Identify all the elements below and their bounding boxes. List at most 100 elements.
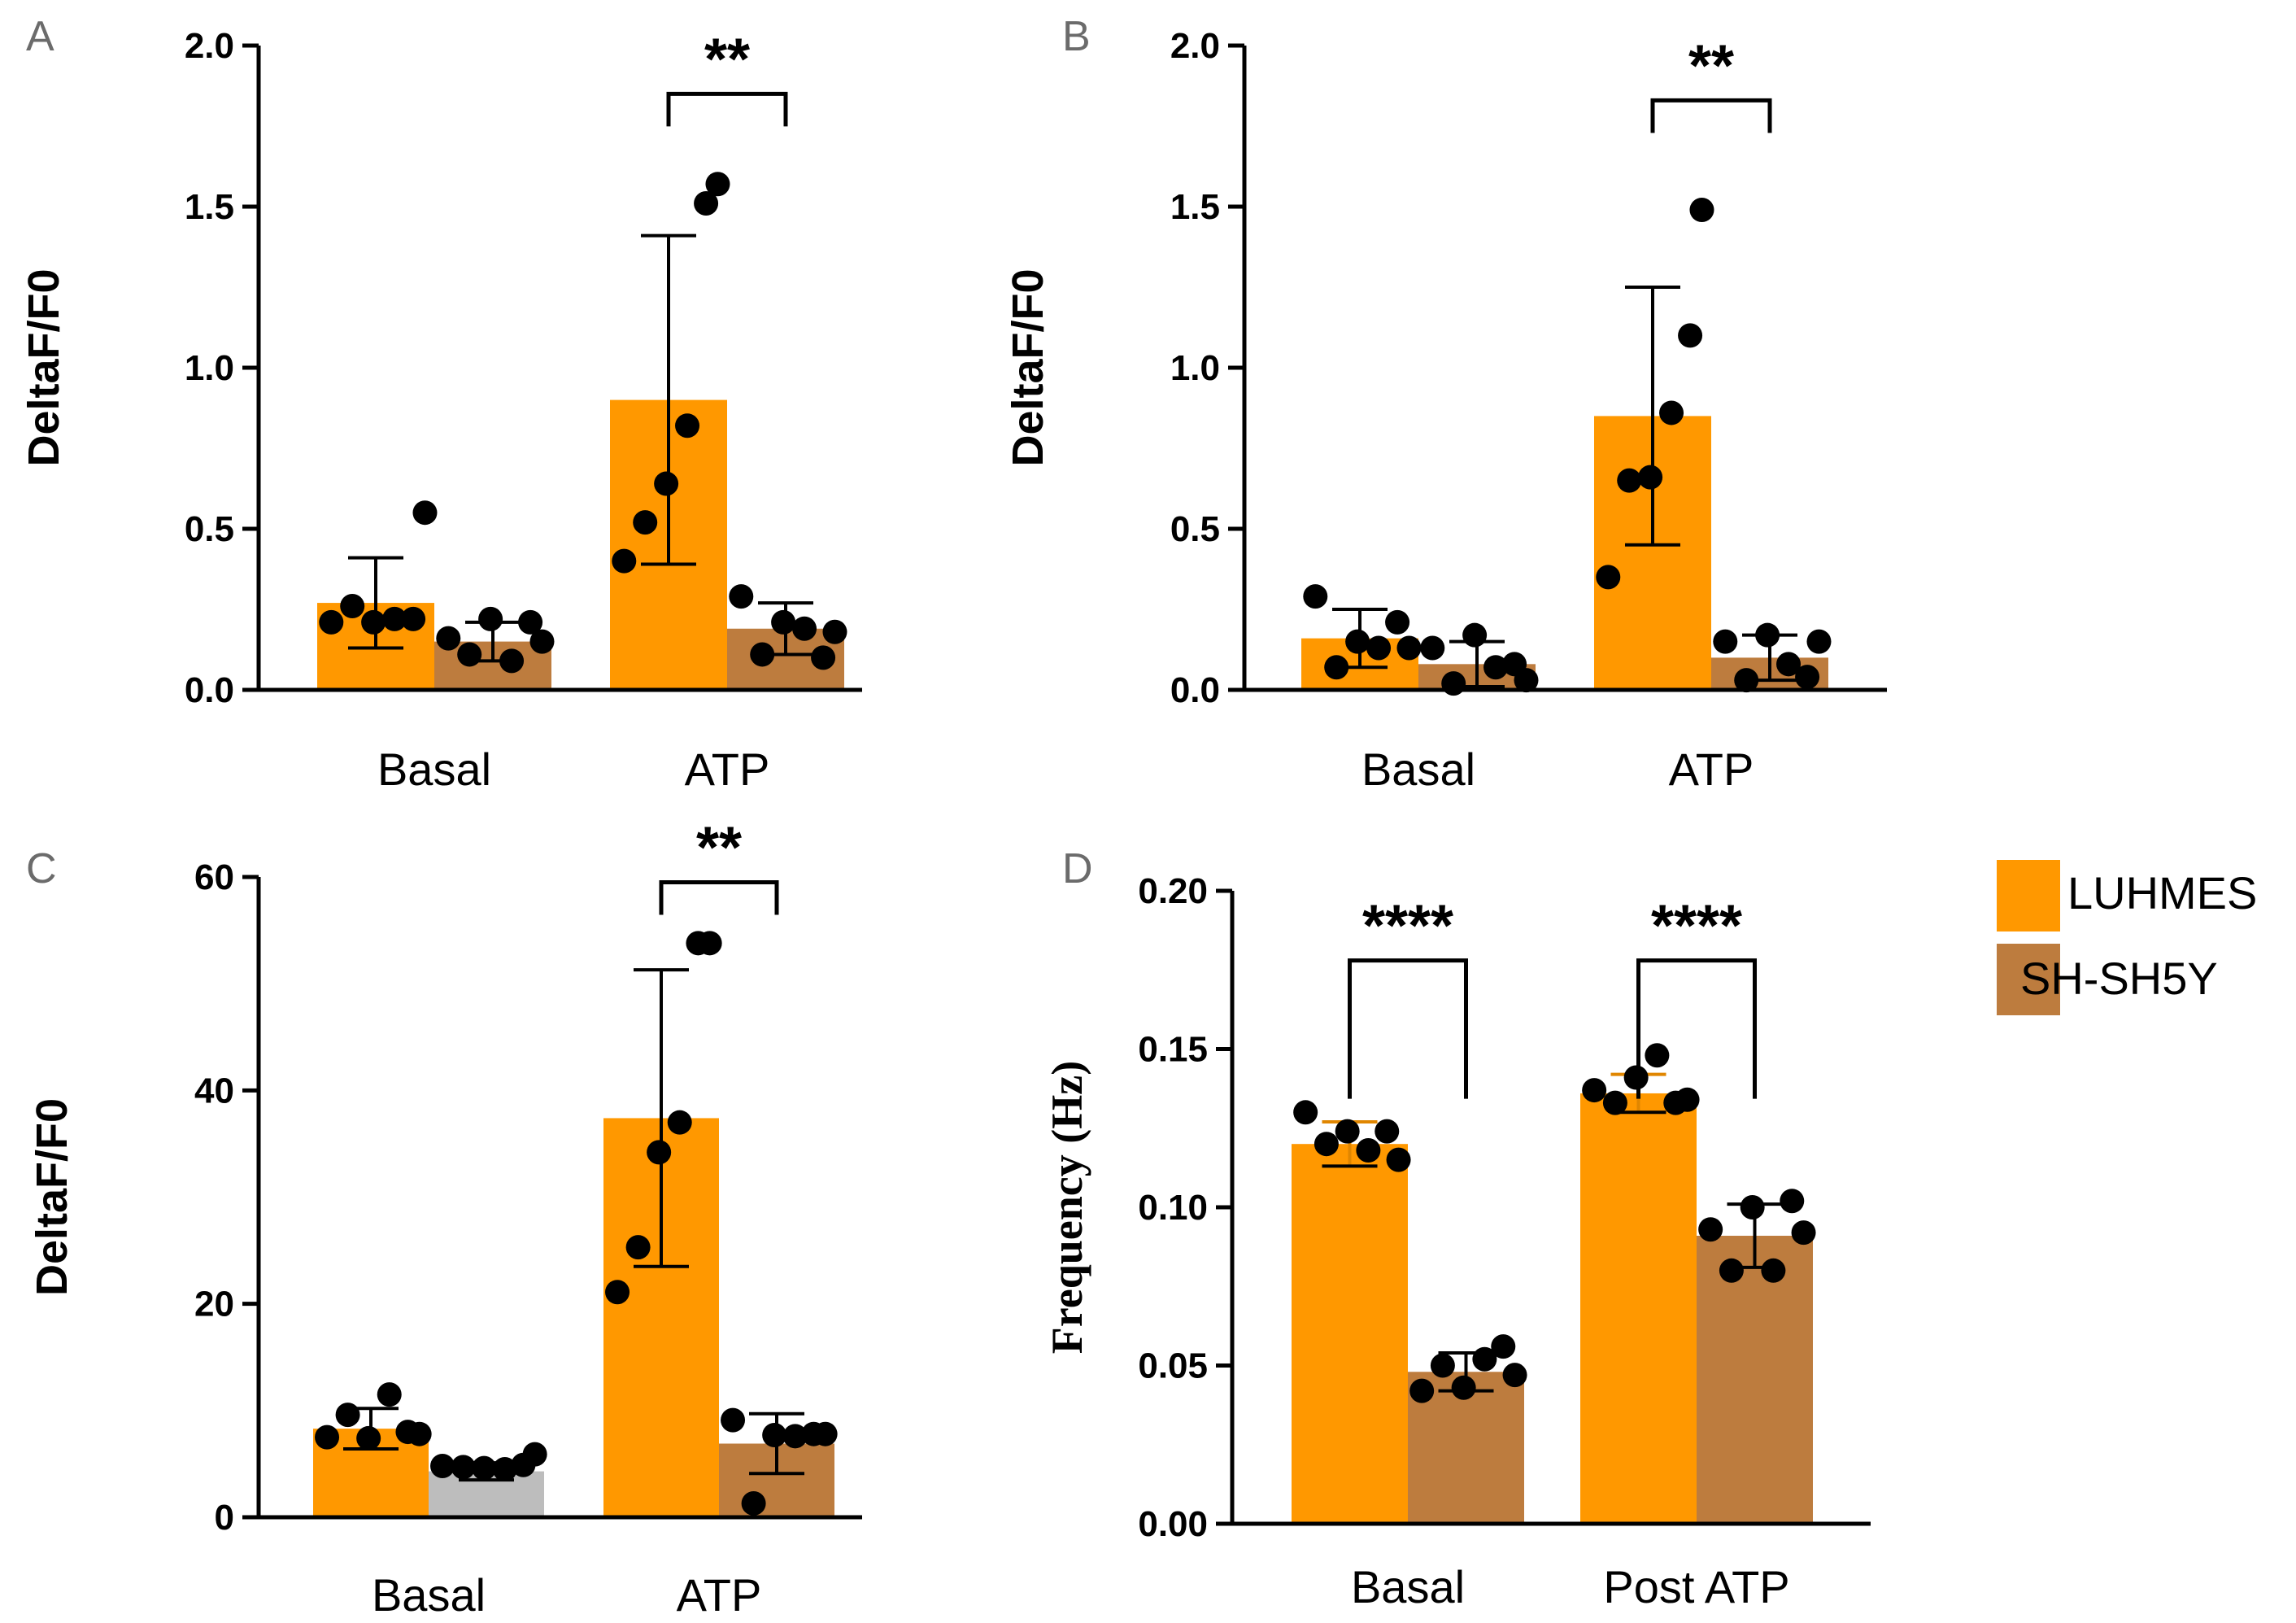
significance-label: ** <box>696 816 742 881</box>
x-tick-label: Basal <box>1361 744 1475 795</box>
data-point <box>694 191 719 216</box>
significance-label: **** <box>1651 894 1742 959</box>
data-point <box>771 609 796 635</box>
y-tick-label: 0.0 <box>1170 670 1220 710</box>
data-point <box>1602 1090 1627 1115</box>
data-point <box>499 648 525 674</box>
data-point <box>1795 665 1820 690</box>
x-tick-label: ATP <box>685 744 770 795</box>
data-point <box>750 642 775 667</box>
data-point <box>1713 629 1738 654</box>
y-tick-label: 0.10 <box>1138 1188 1208 1228</box>
data-point <box>1623 1065 1649 1090</box>
significance-label: ** <box>704 27 750 92</box>
data-point <box>457 642 482 667</box>
data-point <box>340 594 365 619</box>
data-point <box>729 584 754 609</box>
y-tick-label: 0.0 <box>185 670 234 710</box>
data-point <box>1659 400 1684 425</box>
data-point <box>518 609 543 635</box>
significance-bracket <box>1636 958 1757 1099</box>
y-axis-label: DeltaF/F0 <box>1004 268 1052 466</box>
panel-label-c: C <box>26 845 57 892</box>
data-point <box>1420 635 1445 661</box>
data-point <box>319 609 344 635</box>
data-point <box>1645 1043 1670 1068</box>
y-tick-label: 20 <box>194 1285 234 1324</box>
panel-label-b: B <box>1062 13 1091 60</box>
data-point <box>361 609 386 635</box>
data-point <box>1780 1189 1805 1214</box>
data-point <box>792 616 817 641</box>
significance-label: **** <box>1362 894 1453 959</box>
data-point <box>1430 1353 1455 1378</box>
data-point <box>813 1421 838 1446</box>
data-point <box>478 606 503 631</box>
data-point <box>1366 635 1392 661</box>
data-point <box>625 1235 651 1260</box>
data-point <box>1761 1258 1786 1283</box>
data-point <box>1596 565 1621 590</box>
data-point <box>1409 1378 1435 1403</box>
panels: A DeltaF/F0 Basal ATP 0.0 0.5 1.0 1.5 2.0 ** B Delt… <box>20 13 1887 1621</box>
significance-label: ** <box>1688 33 1734 98</box>
data-point <box>1441 671 1466 696</box>
data-point <box>1385 609 1410 635</box>
data-point <box>1514 668 1539 693</box>
data-point <box>1675 1087 1700 1112</box>
data-point <box>697 931 722 956</box>
data-point <box>436 626 461 651</box>
y-tick-label: 2.0 <box>185 26 234 66</box>
data-point <box>1303 584 1328 609</box>
significance-bracket <box>1348 958 1468 1099</box>
bar-sh-sh5y-post-atp <box>1697 1236 1813 1524</box>
y-tick-label: 1.0 <box>1170 348 1220 388</box>
y-tick-label: 60 <box>194 857 234 897</box>
data-point <box>401 606 426 631</box>
y-tick-label: 0.5 <box>1170 509 1220 549</box>
data-point <box>1791 1220 1816 1246</box>
data-point <box>315 1424 340 1450</box>
y-tick-label: 1.5 <box>185 187 234 227</box>
data-point <box>721 1407 746 1433</box>
x-tick-label: ATP <box>1669 744 1754 795</box>
data-point <box>1776 652 1802 677</box>
data-point <box>472 1455 497 1481</box>
y-tick-label: 0.20 <box>1138 871 1208 911</box>
data-point <box>430 1454 455 1479</box>
data-point <box>1678 323 1703 348</box>
data-point <box>1462 622 1488 648</box>
data-point <box>1345 629 1370 654</box>
data-point <box>522 1442 547 1467</box>
data-point <box>1472 1346 1497 1372</box>
data-point <box>1314 1132 1339 1157</box>
data-point <box>1396 635 1422 661</box>
data-point <box>705 172 730 197</box>
data-point <box>412 500 438 526</box>
significance-bracket <box>666 91 788 127</box>
data-point <box>1734 668 1759 693</box>
significance-bracket <box>659 880 779 915</box>
legend-label-luhmes: LUHMES <box>2067 867 2257 918</box>
y-tick-label: 40 <box>194 1071 234 1110</box>
y-axis-label: DeltaF/F0 <box>20 268 68 466</box>
data-point <box>654 471 679 496</box>
data-point <box>1451 1375 1476 1400</box>
data-point <box>1638 465 1663 490</box>
data-point <box>335 1403 360 1428</box>
legend-label-shsh5y: SH-SH5Y <box>2020 953 2218 1004</box>
data-point <box>1375 1119 1400 1144</box>
data-point <box>1755 622 1780 648</box>
y-tick-label: 1.0 <box>185 348 234 388</box>
chart-panel-b: B DeltaF/F0 Basal ATP 0.0 0.5 1.0 1.5 2.0 ** <box>1004 13 1887 795</box>
y-tick-label: 0.05 <box>1138 1346 1208 1386</box>
data-point <box>1335 1119 1360 1144</box>
chart-panel-c: C DeltaF/F0 Basal ATP 0 20 40 60 ** <box>26 816 862 1621</box>
legend-swatch-luhmes <box>1997 860 2060 931</box>
data-point <box>1483 655 1509 680</box>
x-tick-label: Basal <box>372 1569 486 1621</box>
data-point <box>1293 1100 1318 1125</box>
data-point <box>782 1424 808 1449</box>
data-point <box>1324 655 1349 680</box>
data-point <box>633 510 658 535</box>
